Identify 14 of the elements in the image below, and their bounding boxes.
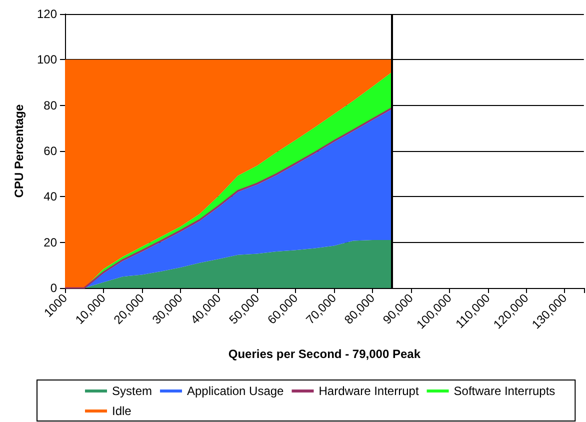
y-tick-label: 100 (36, 52, 58, 67)
x-axis-title: Queries per Second - 79,000 Peak (228, 347, 421, 361)
y-tick-label: 20 (44, 235, 58, 250)
legend-label: System (112, 384, 152, 398)
legend-label: Idle (112, 404, 132, 418)
legend-label: Hardware Interrupt (318, 384, 420, 398)
legend-label: Software Interrupts (454, 384, 556, 398)
y-tick-label: 80 (44, 98, 58, 112)
y-tick-label: 60 (44, 144, 58, 158)
y-tick-label: 120 (36, 7, 58, 21)
legend-label: Application Usage (187, 384, 284, 398)
y-axis-title: CPU Percentage (12, 104, 26, 198)
y-tick-label: 40 (44, 190, 58, 204)
y-tick-label: 0 (50, 281, 58, 295)
